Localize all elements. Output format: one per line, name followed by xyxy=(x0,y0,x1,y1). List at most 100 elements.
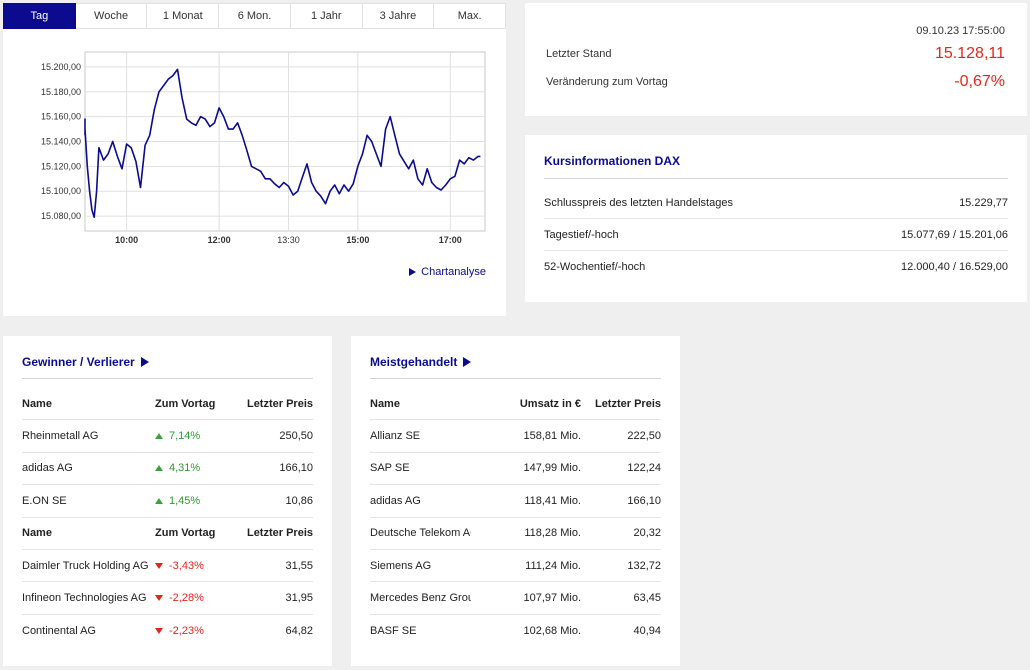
stock-name[interactable]: Infineon Technologies AG xyxy=(22,592,147,605)
kursinformationen-title: Kursinformationen DAX xyxy=(544,154,681,168)
tab-6-mon[interactable]: 6 Mon. xyxy=(219,3,291,29)
header-name: Name xyxy=(22,397,52,410)
tab-max[interactable]: Max. xyxy=(434,3,507,29)
stock-name[interactable]: SAP SE xyxy=(370,462,410,475)
title-divider xyxy=(370,378,661,379)
table-row[interactable]: adidas AG 4,31% 166,10 xyxy=(22,453,313,486)
table-row[interactable]: Allianz SE 158,81 Mio. 222,50 xyxy=(370,420,661,453)
table-header: Name Umsatz in € Letzter Preis xyxy=(370,388,661,421)
kurs-row-value: 15.229,77 xyxy=(959,196,1008,209)
quote-panel: 09.10.23 17:55:00 Letzter Stand 15.128,1… xyxy=(525,3,1027,116)
tab-1-monat[interactable]: 1 Monat xyxy=(147,3,220,29)
arrow-down-icon xyxy=(155,595,163,602)
stock-name[interactable]: adidas AG xyxy=(22,462,73,475)
stock-volume: 102,68 Mio. xyxy=(523,624,581,637)
stock-name[interactable]: BASF SE xyxy=(370,624,417,637)
chartanalyse-link[interactable]: Chartanalyse xyxy=(409,266,486,278)
table-row[interactable]: SAP SE 147,99 Mio. 122,24 xyxy=(370,453,661,486)
stock-price: 64,82 xyxy=(285,624,313,637)
header-price: Letzter Preis xyxy=(246,397,313,410)
gewinner-verlierer-link[interactable]: Gewinner / Verlierer xyxy=(22,355,149,369)
stock-price: 20,32 xyxy=(633,527,661,540)
table-row[interactable]: Deutsche Telekom AG 118,28 Mio. 20,32 xyxy=(370,518,661,550)
stock-change: -3,43% xyxy=(169,559,204,572)
change-label: Veränderung zum Vortag xyxy=(546,76,668,88)
x-tick-label: 15:00 xyxy=(346,235,369,245)
stock-name[interactable]: adidas AG xyxy=(370,494,421,507)
x-tick-label: 10:00 xyxy=(115,235,138,245)
title-divider xyxy=(544,178,1008,179)
price-chart[interactable]: 15.200,00 15.180,00 15.160,00 15.140,00 15.1… xyxy=(3,29,506,259)
header-name: Name xyxy=(22,527,52,540)
meistgehandelt-panel: Meistgehandelt Name Umsatz in € Letzter … xyxy=(351,336,680,666)
y-tick-label: 15.120,00 xyxy=(41,161,81,171)
kursinformationen-panel: Kursinformationen DAX Schlusspreis des l… xyxy=(525,135,1027,302)
stock-change: 4,31% xyxy=(169,462,201,475)
arrow-up-icon xyxy=(155,433,163,440)
stock-volume: 118,28 Mio. xyxy=(524,527,581,540)
gewinner-verlierer-panel: Gewinner / Verlierer Name Zum Vortag Let… xyxy=(3,336,332,666)
stock-name[interactable]: Rheinmetall AG xyxy=(22,430,99,443)
tab-woche[interactable]: Woche xyxy=(75,3,148,29)
stock-change: -2,28% xyxy=(169,592,204,605)
tab-3-jahre[interactable]: 3 Jahre xyxy=(362,3,435,29)
header-name: Name xyxy=(370,397,400,410)
table-row[interactable]: Infineon Technologies AG -2,28% 31,95 xyxy=(22,582,313,615)
stock-change: 7,14% xyxy=(169,430,201,443)
stock-name[interactable]: Siemens AG xyxy=(370,559,432,572)
kurs-row-value: 12.000,40 / 16.529,00 xyxy=(900,261,1008,273)
table-row[interactable]: adidas AG 118,41 Mio. 166,10 xyxy=(370,485,661,518)
meistgehandelt-link[interactable]: Meistgehandelt xyxy=(370,355,472,369)
y-tick-label: 15.100,00 xyxy=(41,186,81,196)
play-icon xyxy=(463,357,472,367)
tab-1-jahr[interactable]: 1 Jahr xyxy=(290,3,363,29)
stock-name[interactable]: Daimler Truck Holding AG xyxy=(22,559,149,572)
stock-volume: 147,99 Mio. xyxy=(523,462,581,475)
y-tick-label: 15.080,00 xyxy=(41,211,81,221)
title-divider xyxy=(22,378,313,379)
table-row[interactable]: E.ON SE 1,45% 10,86 xyxy=(22,485,313,518)
kurs-row-tages: Tagestief/-hoch 15.077,69 / 15.201,06 xyxy=(544,219,1008,251)
stock-price: 166,10 xyxy=(627,494,661,507)
stock-name[interactable]: E.ON SE xyxy=(22,494,67,507)
kurs-row-label: 52-Wochentief/-hoch xyxy=(544,261,646,273)
y-tick-label: 15.180,00 xyxy=(41,87,81,97)
header-price: Letzter Preis xyxy=(594,397,661,410)
change-row: Veränderung zum Vortag -0,67% xyxy=(546,73,1005,91)
stock-name[interactable]: Mercedes Benz Group AG ... xyxy=(370,592,471,605)
stock-price: 40,94 xyxy=(633,624,661,637)
table-row[interactable]: Rheinmetall AG 7,14% 250,50 xyxy=(22,420,313,453)
table-row[interactable]: BASF SE 102,68 Mio. 40,94 xyxy=(370,615,661,647)
chartanalyse-label: Chartanalyse xyxy=(421,266,486,278)
stock-price: 132,72 xyxy=(627,559,661,572)
stock-name[interactable]: Deutsche Telekom AG xyxy=(370,527,471,540)
arrow-up-icon xyxy=(155,465,163,472)
kurs-row-label: Schlusspreis des letzten Handelstages xyxy=(544,196,733,209)
header-volume: Umsatz in € xyxy=(519,397,581,410)
stock-price: 222,50 xyxy=(627,430,661,443)
meistgehandelt-table: Name Umsatz in € Letzter Preis Allianz S… xyxy=(370,388,661,647)
stock-price: 166,10 xyxy=(279,462,313,475)
stock-name[interactable]: Allianz SE xyxy=(370,430,421,443)
table-row[interactable]: Continental AG -2,23% 64,82 xyxy=(22,615,313,647)
table-row[interactable]: Mercedes Benz Group AG ... 107,97 Mio. 6… xyxy=(370,582,661,615)
chart-panel: Tag Woche 1 Monat 6 Mon. 1 Jahr 3 Jahre … xyxy=(3,3,507,316)
header-change: Zum Vortag xyxy=(155,527,216,540)
timeframe-tabs: Tag Woche 1 Monat 6 Mon. 1 Jahr 3 Jahre … xyxy=(3,3,507,29)
quote-timestamp: 09.10.23 17:55:00 xyxy=(916,25,1005,37)
y-tick-label: 15.140,00 xyxy=(41,137,81,147)
arrow-down-icon xyxy=(155,627,163,634)
gewinner-verlierer-title: Gewinner / Verlierer xyxy=(22,355,135,369)
stock-volume: 158,81 Mio. xyxy=(523,430,581,443)
table-row[interactable]: Siemens AG 111,24 Mio. 132,72 xyxy=(370,550,661,583)
stock-volume: 111,24 Mio. xyxy=(525,559,581,572)
tab-tag[interactable]: Tag xyxy=(3,3,76,29)
table-header: Name Zum Vortag Letzter Preis xyxy=(22,388,313,421)
stock-volume: 118,41 Mio. xyxy=(524,494,581,507)
table-row[interactable]: Daimler Truck Holding AG -3,43% 31,55 xyxy=(22,550,313,583)
x-tick-label: 13:30 xyxy=(277,235,300,245)
change-value: -0,67% xyxy=(954,73,1005,90)
kurs-row-52-wochen: 52-Wochentief/-hoch 12.000,40 / 16.529,0… xyxy=(544,251,1008,283)
stock-name[interactable]: Continental AG xyxy=(22,624,96,637)
play-icon xyxy=(409,268,417,276)
